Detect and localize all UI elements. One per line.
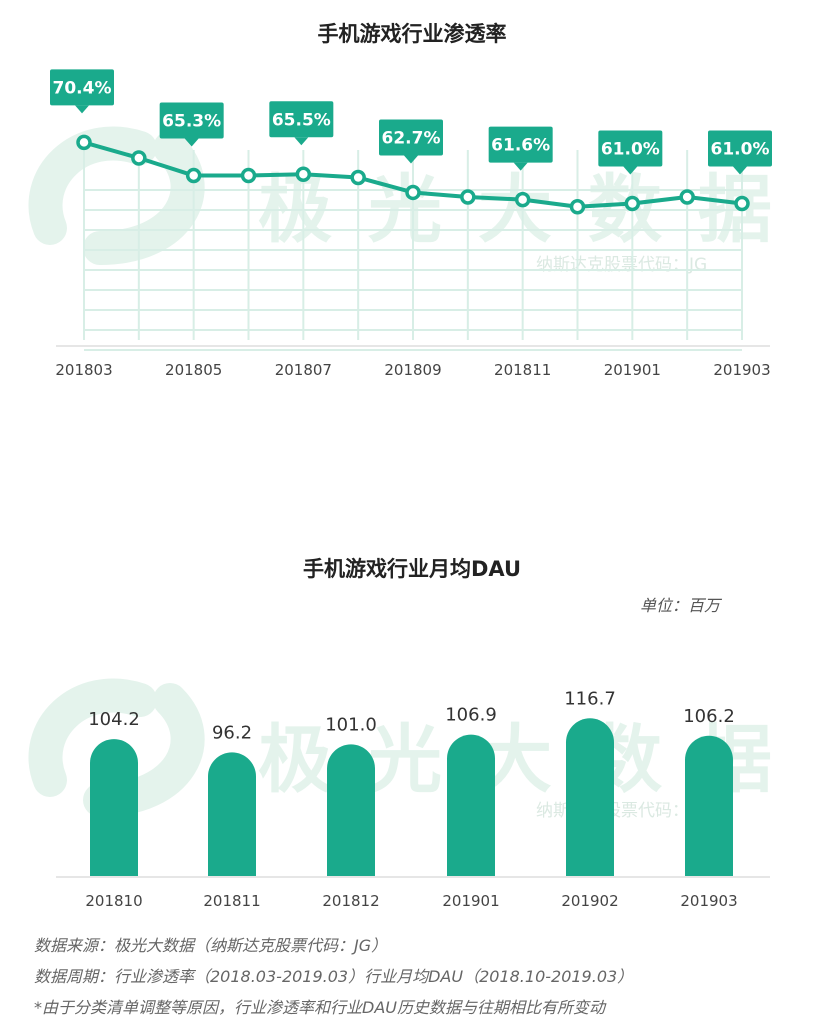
x-tick-label: 201810: [85, 892, 142, 910]
data-point: [350, 169, 366, 186]
data-label-pointer: [733, 166, 747, 175]
data-point: [185, 167, 202, 184]
bar: [90, 739, 138, 876]
data-point: [131, 150, 147, 166]
bar: [447, 734, 495, 876]
data-label-box: [50, 69, 114, 106]
data-point: [679, 189, 695, 205]
data-label-box: [598, 130, 663, 167]
data-label: 65.3%: [162, 112, 221, 132]
data-label: 61.0%: [601, 140, 660, 160]
data-label: 62.7%: [382, 128, 441, 148]
x-tick-label: 201901: [604, 361, 661, 379]
bar: [208, 752, 256, 876]
line-chart-title: 手机游戏行业渗透率: [317, 22, 507, 46]
data-point: [460, 189, 476, 205]
data-change-note: *由于分类清单调整等原因，行业渗透率和行业DAU历史数据与往期相比有所变动: [34, 998, 605, 1017]
dau-bar-chart: 104.2 201810 96.2 201811 101.0 201812 106.9 201…: [56, 688, 770, 910]
data-point: [514, 191, 531, 208]
data-label-pointer: [75, 105, 89, 114]
bar-value-label: 106.2: [683, 706, 735, 727]
data-label-pointer: [404, 155, 418, 164]
x-tick-label: 201803: [55, 361, 112, 379]
data-period-note: 数据周期：行业渗透率（2018.03-2019.03）行业月均DAU（2018.…: [34, 967, 634, 986]
bar-value-label: 106.9: [445, 705, 497, 726]
data-point: [734, 195, 750, 212]
jiguang-logo-icon: [28, 126, 205, 265]
data-label-box: [159, 102, 224, 139]
data-label: 65.5%: [272, 110, 331, 130]
x-tick-label: 201902: [561, 892, 618, 910]
data-label-pointer: [294, 137, 309, 146]
data-point: [240, 167, 257, 184]
x-tick-label: 201809: [384, 361, 441, 379]
x-tick-label: 201811: [203, 892, 260, 910]
data-label: 61.6%: [491, 136, 550, 156]
x-tick-label: 201901: [442, 892, 499, 910]
bar-value-label: 104.2: [88, 709, 140, 730]
data-label-pointer: [184, 138, 199, 147]
penetration-line-chart: 201803 201805 201807 201809 201811 201901 2019…: [50, 69, 772, 379]
data-label-box: [488, 126, 553, 163]
bar-value-label: 101.0: [325, 714, 377, 735]
data-label-box: [379, 119, 443, 156]
data-label: 70.4%: [53, 78, 112, 98]
data-point: [569, 199, 586, 215]
data-source-note: 数据来源：极光大数据（纳斯达克股票代码：JG）: [34, 936, 388, 955]
x-tick-label: 201812: [322, 892, 379, 910]
bar: [685, 735, 733, 876]
x-tick-label: 201903: [680, 892, 737, 910]
bar-value-label: 96.2: [212, 722, 252, 743]
data-point: [624, 195, 641, 212]
x-tick-label: 201811: [494, 361, 551, 379]
bar: [566, 718, 614, 876]
x-tick-label: 201807: [275, 361, 332, 379]
data-label-pointer: [623, 166, 638, 175]
bar-value-label: 116.7: [564, 688, 616, 709]
bar: [327, 744, 375, 876]
x-tick-label: 201903: [713, 361, 770, 379]
data-label-pointer: [513, 162, 528, 171]
bar-chart-title: 手机游戏行业月均DAU: [302, 557, 522, 581]
data-label-box: [708, 130, 772, 167]
x-tick-label: 201805: [165, 361, 222, 379]
data-point: [405, 184, 421, 201]
data-label: 61.0%: [711, 140, 770, 160]
data-point: [76, 134, 92, 151]
data-label-box: [269, 101, 334, 138]
data-point: [295, 166, 312, 182]
unit-label: 单位：百万: [640, 596, 721, 615]
